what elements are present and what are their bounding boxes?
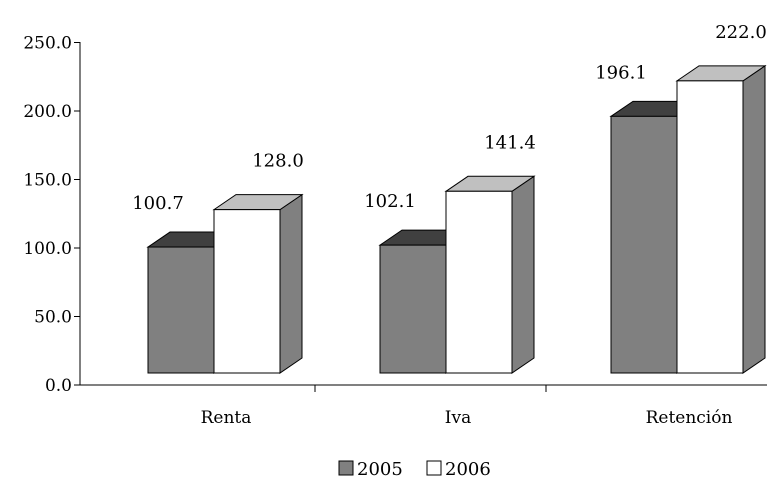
data-label: 196.1 (595, 62, 647, 83)
legend-entry-2006: 2006 (426, 459, 491, 480)
legend-swatch (338, 460, 354, 476)
y-tick-label: 50.0 (34, 308, 72, 328)
y-tick-label: 0.0 (45, 376, 72, 396)
data-label: 222.0 (715, 22, 767, 43)
bar-front-face (147, 246, 215, 374)
category-label: Iva (445, 408, 471, 428)
bar-front-face (676, 80, 744, 374)
chart-labels: Renta Iva Retención 100.7 128.0 102.1 141.4 196… (132, 22, 767, 428)
legend-swatch (426, 460, 442, 476)
bar-side-face (511, 175, 535, 374)
data-label: 128.0 (252, 151, 304, 172)
legend-entry-2005: 2005 (338, 459, 403, 480)
legend-label: 2006 (445, 459, 491, 480)
y-tick-label: 100.0 (23, 239, 72, 259)
chart-axes: 0.0 50.0 100.0 150.0 200.0 250.0 (23, 34, 767, 396)
chart-legend: 2005 2006 (338, 459, 491, 480)
bar-side-face (742, 64, 766, 374)
bar-front-face (610, 115, 678, 374)
y-tick-label: 250.0 (23, 34, 72, 54)
data-label: 100.7 (132, 193, 184, 214)
bar-2006-renta (212, 193, 304, 374)
y-tick-label: 200.0 (23, 102, 72, 122)
bar-front-face (213, 209, 281, 374)
chart-bars (146, 64, 767, 374)
bar-side-face (279, 193, 303, 374)
legend-label: 2005 (357, 459, 403, 480)
data-label: 102.1 (364, 191, 416, 212)
bar-front-face (445, 190, 513, 374)
y-tick-label: 150.0 (23, 171, 72, 191)
data-label: 141.4 (484, 132, 536, 153)
category-label: Retención (646, 408, 733, 428)
bar-front-face (379, 244, 447, 374)
bar-2006-retención (675, 64, 767, 374)
bar-2006-iva (444, 175, 536, 374)
category-label: Renta (201, 408, 252, 428)
